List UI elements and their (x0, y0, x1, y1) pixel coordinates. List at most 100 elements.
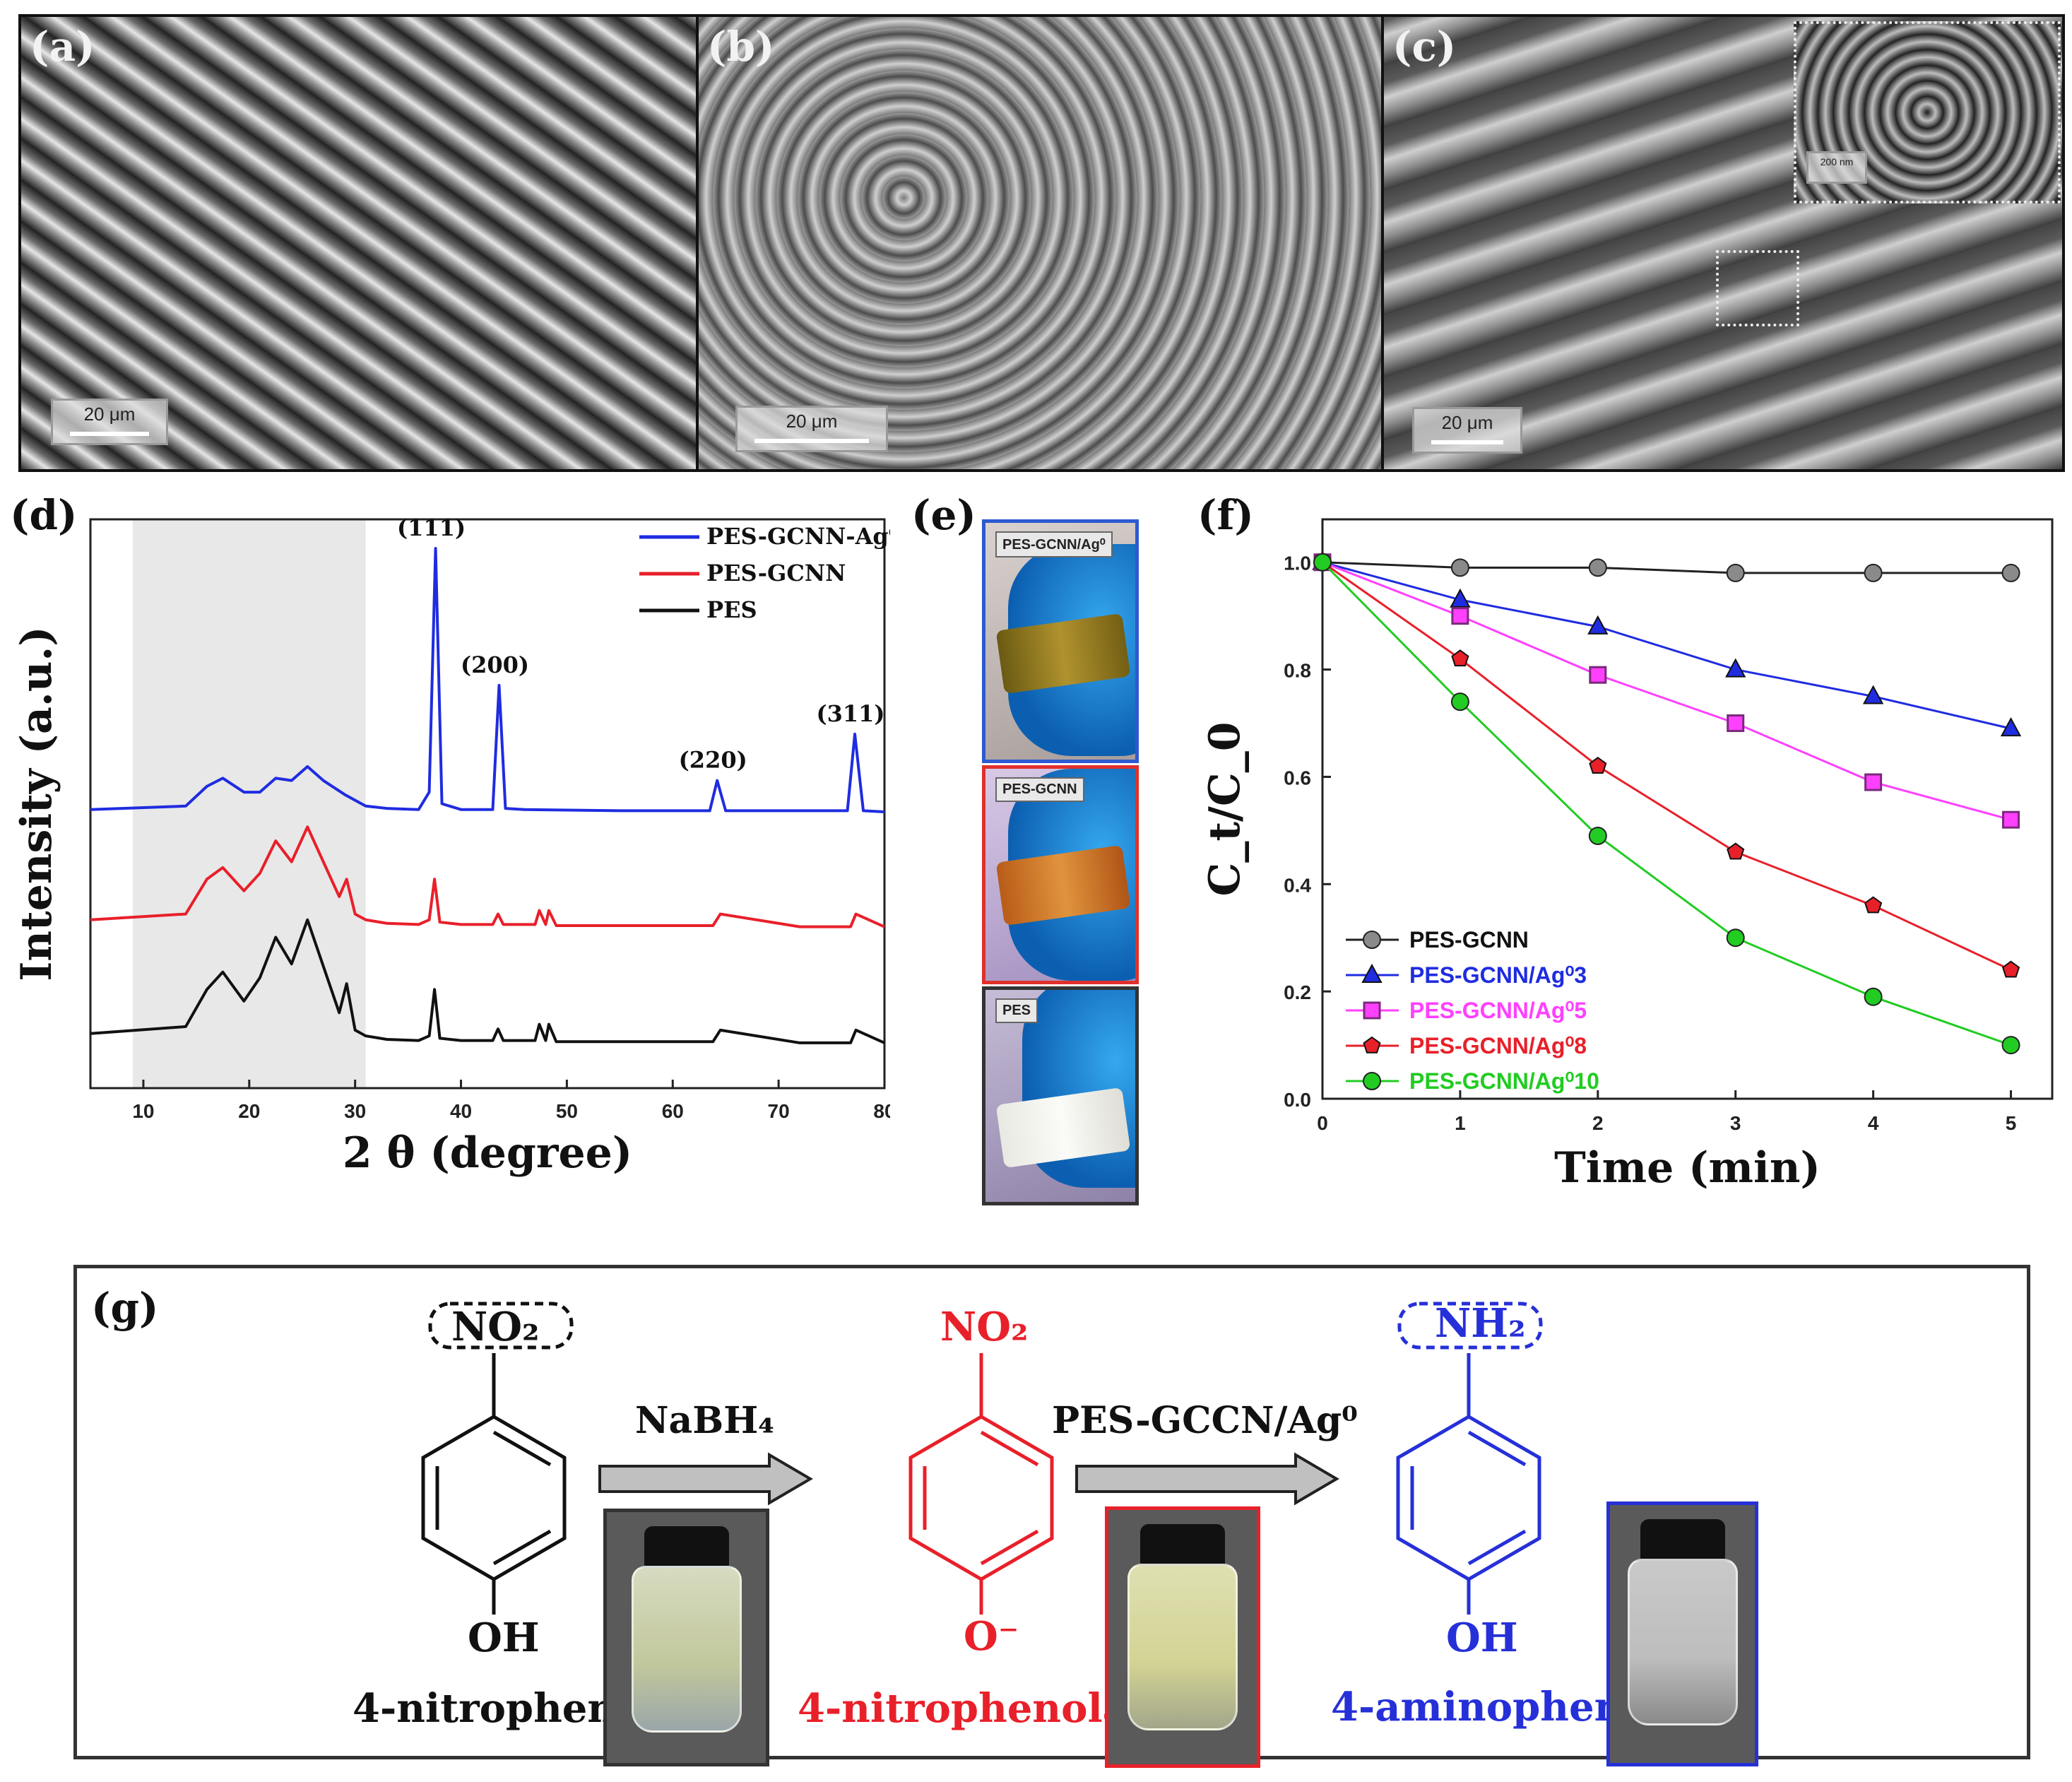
data-point (1363, 1072, 1381, 1090)
vial-cap (1640, 1519, 1725, 1562)
scale-bar-line (1431, 440, 1503, 444)
kinetics-series-line (1322, 561, 2012, 972)
data-point (1363, 1001, 1381, 1020)
arrow-right-icon (1075, 1452, 1339, 1506)
scale-bar-b: 20 μm (735, 406, 888, 452)
molecule-1-bottom-group: OH (468, 1615, 540, 1661)
inset-scale-text: 200 nm (1820, 156, 1854, 167)
reagent-2-label: PES-GCCN/Ag⁰ (1052, 1399, 1358, 1442)
x-axis-label: 2 θ (degree) (343, 1128, 632, 1178)
molecule-2-top-group: NO₂ (940, 1304, 1029, 1350)
data-point (1862, 685, 1884, 704)
vial-liquid (631, 1566, 742, 1733)
peak-label: (220) (679, 747, 747, 774)
scale-bar-c: 20 μm (1412, 407, 1522, 454)
y-tick-label: 0.8 (1284, 660, 1311, 682)
x-tick-label: 60 (662, 1100, 684, 1122)
vial-cap (1140, 1524, 1225, 1566)
panel-label-a: (a) (30, 23, 95, 71)
legend-label: PES-GCNN-Ag⁰ (706, 523, 890, 550)
data-point (1589, 757, 1607, 774)
panel-label-e: (e) (911, 491, 976, 539)
x-tick-label: 10 (132, 1100, 154, 1122)
vial-cap (644, 1526, 729, 1569)
data-point (2000, 717, 2022, 737)
kinetics-series-line (1322, 561, 2011, 730)
molecule-3-bottom-group: OH (1446, 1615, 1518, 1661)
data-point (1864, 563, 1883, 582)
sem-inset-c: 200 nm (1794, 21, 2061, 203)
sem-image-a: (a) 20 μm (18, 14, 700, 472)
data-point (1727, 714, 1745, 733)
x-tick-label: 2 (1592, 1112, 1604, 1134)
data-point (2001, 563, 2020, 582)
peak-label: (311) (816, 700, 884, 727)
data-point (1726, 928, 1745, 948)
x-tick-label: 20 (238, 1100, 260, 1122)
y-axis-label: C_t/C_0 (1200, 722, 1250, 897)
data-point (2001, 960, 2020, 978)
data-point (1864, 987, 1883, 1006)
molecule-1-top-group: NO₂ (451, 1304, 540, 1350)
y-tick-label: 1.0 (1284, 553, 1311, 574)
y-tick-label: 0.0 (1284, 1089, 1311, 1111)
photo-pes-gcnn-ag: PES-GCNN/Ag⁰ (982, 519, 1139, 763)
arrow-right-icon (598, 1452, 813, 1506)
data-point (1725, 658, 1746, 678)
kinetics-series-line (1322, 561, 2011, 821)
data-point (2002, 810, 2020, 829)
reagent-1-label: NaBH₄ (635, 1399, 775, 1442)
y-tick-label: 0.4 (1284, 874, 1311, 896)
molecule-3-top-group: NH₂ (1435, 1300, 1526, 1347)
kinetics-chart: 0 1 2 3 4 5 0.0 0.2 0.4 0.6 0.8 1.0 Time (min) C_t/C_… (1200, 518, 2054, 1193)
sem-image-b: (b) 20 μm (696, 14, 1385, 472)
data-point (1450, 558, 1469, 577)
legend-label: PES-GCNN/Ag⁰5 (1409, 998, 1587, 1023)
data-point (1450, 588, 1471, 608)
plot-frame (1321, 518, 2054, 1100)
scale-bar-text: 20 μm (786, 411, 838, 432)
y-tick-label: 0.2 (1284, 981, 1311, 1003)
data-point (1451, 607, 1469, 625)
x-tick-label: 50 (556, 1100, 578, 1122)
legend-label: PES-GCNN/Ag⁰10 (1409, 1068, 1599, 1094)
y-axis-label: Intensity (a.u.) (12, 626, 61, 981)
legend-label: PES-GCNN/Ag⁰3 (1409, 962, 1587, 988)
x-axis-label: Time (min) (1554, 1143, 1821, 1193)
x-tick-label: 0 (1317, 1112, 1328, 1134)
molecule-4-nitrophenol (421, 1302, 574, 1615)
x-tick-label: 4 (1868, 1112, 1879, 1134)
y-tick-label: 0.6 (1284, 767, 1311, 789)
xrd-chart: 10 20 30 40 50 60 70 80 2 θ (degree) Intensity (a… (12, 514, 890, 1178)
molecule-4-aminophenol (1396, 1302, 1543, 1615)
scale-bar-text: 20 μm (1441, 412, 1493, 433)
data-point (1450, 692, 1469, 712)
plot-frame (89, 518, 886, 1090)
vial-photo-4-nitrophenol (603, 1509, 769, 1766)
data-point (1589, 666, 1607, 684)
scale-bar-a: 20 μm (51, 399, 168, 445)
xrd-series-line (90, 547, 885, 813)
x-tick-label: 70 (768, 1100, 790, 1122)
data-point (1588, 558, 1607, 577)
vial-liquid (1127, 1564, 1238, 1730)
molecule-4-nitrophenolate (908, 1353, 1054, 1615)
data-point (1588, 826, 1607, 845)
photo-label: PES-GCNN/Ag⁰ (995, 531, 1113, 557)
xrd-series-line (90, 825, 885, 928)
data-point (1313, 553, 1332, 572)
vial-photo-4-aminophenol (1606, 1501, 1758, 1766)
data-point (1864, 896, 1883, 914)
data-point (1587, 615, 1609, 635)
data-point (1726, 563, 1745, 582)
molecule-2-bottom-group: O⁻ (964, 1613, 1019, 1660)
legend-label: PES (706, 596, 757, 623)
panel-label-g: (g) (91, 1284, 159, 1332)
panel-label-f: (f) (1197, 491, 1254, 539)
sem-image-c: (c) 200 nm 20 μm (1381, 14, 2065, 472)
data-point (1864, 773, 1883, 791)
data-point (1361, 963, 1383, 983)
x-tick-label: 3 (1730, 1112, 1741, 1134)
data-point (1451, 649, 1469, 667)
x-tick-label: 1 (1455, 1112, 1466, 1134)
